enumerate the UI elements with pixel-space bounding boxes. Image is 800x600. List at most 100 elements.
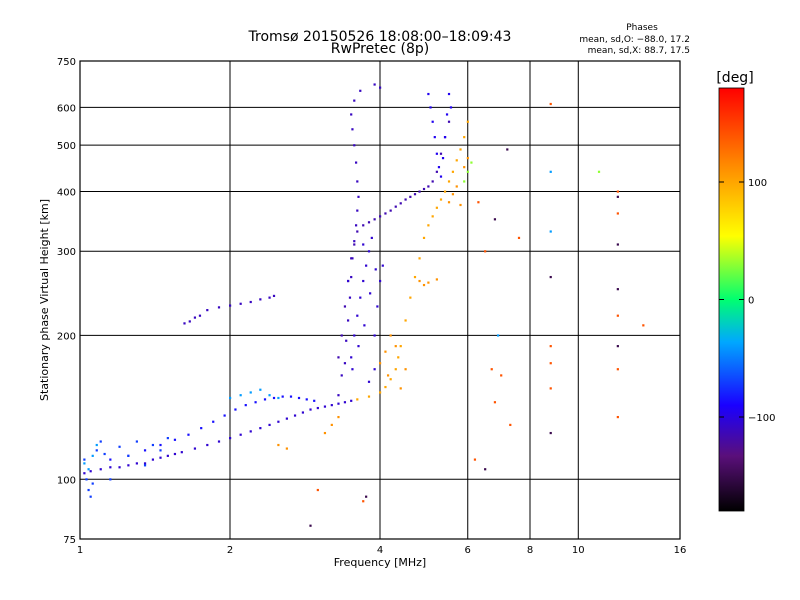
echo-point bbox=[389, 209, 392, 212]
y-tick-label: 300 bbox=[57, 247, 76, 258]
echo-point bbox=[384, 385, 387, 389]
echo-point bbox=[268, 394, 271, 397]
echo-point bbox=[183, 322, 186, 325]
echo-point bbox=[95, 449, 98, 452]
echo-point bbox=[490, 368, 493, 371]
echo-point bbox=[309, 408, 312, 411]
echo-point bbox=[135, 440, 138, 443]
echo-point bbox=[346, 319, 350, 322]
echo-point bbox=[422, 187, 426, 191]
echo-point bbox=[345, 339, 348, 342]
colorbar-tick-label: 0 bbox=[748, 296, 754, 307]
echo-point bbox=[229, 304, 232, 307]
x-tick-label: 4 bbox=[377, 545, 383, 556]
echo-point bbox=[435, 152, 438, 155]
echo-point bbox=[118, 466, 121, 469]
echo-point bbox=[353, 243, 356, 246]
echo-point bbox=[616, 345, 619, 348]
echo-point bbox=[369, 292, 372, 295]
echo-point bbox=[83, 462, 86, 465]
colorbar-label: [deg] bbox=[716, 70, 753, 86]
echo-point bbox=[616, 190, 619, 193]
echo-point bbox=[354, 224, 358, 227]
colorbar-tick-label: 100 bbox=[748, 178, 767, 189]
echo-point bbox=[463, 180, 466, 183]
echo-point bbox=[404, 319, 407, 322]
echo-point bbox=[159, 449, 162, 452]
grid-lines bbox=[80, 61, 680, 539]
echo-point bbox=[455, 185, 458, 188]
echo-point bbox=[362, 279, 365, 283]
echo-point bbox=[549, 431, 552, 435]
spread-f-cloud bbox=[346, 236, 384, 383]
deep-phase-points bbox=[309, 148, 619, 527]
echo-point bbox=[356, 314, 359, 317]
echo-point bbox=[447, 92, 451, 96]
echo-point bbox=[431, 180, 434, 183]
echo-point bbox=[463, 136, 466, 139]
echo-points bbox=[83, 83, 645, 527]
echo-point bbox=[91, 482, 94, 485]
echo-point bbox=[496, 334, 500, 337]
x-tick-label: 6 bbox=[465, 545, 471, 556]
echo-point bbox=[357, 195, 360, 198]
x-tick-label: 1 bbox=[77, 545, 83, 556]
y-axis-label: Stationary phase Virtual Height [km] bbox=[38, 199, 51, 401]
echo-point bbox=[433, 136, 436, 139]
echo-point bbox=[418, 190, 421, 193]
echo-point bbox=[379, 279, 382, 283]
green-points bbox=[463, 161, 601, 183]
echo-point bbox=[356, 230, 359, 233]
echo-point bbox=[239, 302, 242, 305]
ordinary-f-trace bbox=[337, 120, 451, 359]
echo-point bbox=[83, 472, 86, 475]
echo-point bbox=[422, 283, 426, 287]
echo-point bbox=[353, 240, 356, 243]
echo-point bbox=[206, 309, 209, 312]
y-tick-label: 750 bbox=[57, 57, 76, 68]
echo-point bbox=[477, 201, 480, 204]
echo-point bbox=[451, 170, 455, 173]
echo-point bbox=[549, 170, 552, 173]
echo-point bbox=[373, 368, 376, 371]
scattered-points bbox=[316, 102, 645, 503]
echo-point bbox=[223, 414, 226, 417]
x-tick-label: 2 bbox=[227, 545, 233, 556]
echo-point bbox=[379, 362, 382, 365]
echo-point bbox=[173, 438, 177, 441]
cyan-low-frequency bbox=[83, 170, 552, 471]
echo-point bbox=[99, 468, 102, 471]
echo-point bbox=[404, 198, 407, 201]
echo-point bbox=[87, 468, 90, 471]
x-tick-label: 10 bbox=[572, 545, 585, 556]
echo-point bbox=[277, 420, 280, 423]
echo-point bbox=[109, 466, 112, 469]
low-frequency-spread bbox=[83, 436, 169, 498]
echo-point bbox=[459, 203, 462, 207]
echo-point bbox=[399, 345, 402, 348]
echo-point bbox=[418, 257, 421, 260]
echo-point bbox=[89, 495, 92, 498]
echo-point bbox=[330, 404, 333, 407]
echo-point bbox=[435, 170, 438, 173]
echo-point bbox=[277, 443, 280, 447]
echo-point bbox=[443, 136, 447, 139]
echo-point bbox=[379, 86, 382, 89]
echo-point bbox=[365, 264, 368, 267]
echo-point bbox=[259, 388, 262, 391]
echo-point bbox=[127, 464, 130, 467]
echo-point bbox=[616, 288, 619, 291]
echo-point bbox=[217, 440, 221, 443]
echo-point bbox=[439, 198, 443, 201]
echo-point bbox=[616, 195, 619, 198]
echo-point bbox=[350, 356, 353, 359]
y-tick-label: 400 bbox=[57, 187, 76, 198]
echo-point bbox=[351, 368, 354, 371]
y-tick-label: 500 bbox=[57, 141, 76, 152]
echo-point bbox=[188, 320, 191, 323]
echo-point bbox=[212, 420, 215, 423]
echo-point bbox=[239, 433, 242, 436]
echo-point bbox=[616, 415, 619, 419]
echo-point bbox=[466, 120, 469, 123]
